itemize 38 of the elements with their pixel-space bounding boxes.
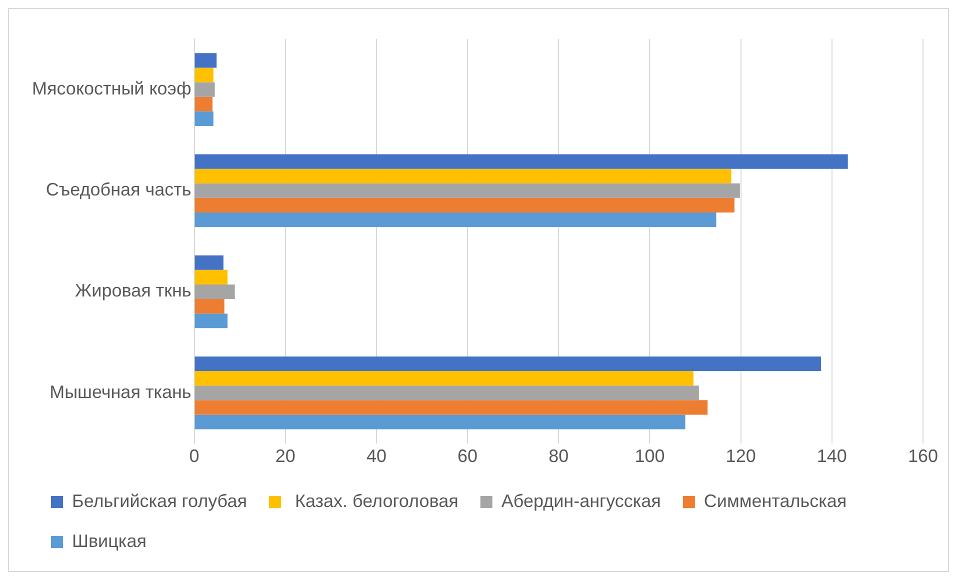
bar	[194, 255, 224, 270]
bar	[194, 284, 235, 300]
bar	[194, 183, 740, 198]
legend-label: Абердин-ангусская	[501, 490, 661, 511]
x-tick-label: 40	[366, 446, 386, 466]
y-tick-label: Жировая ткнь	[75, 280, 192, 301]
y-tick-label: Мышечная ткань	[50, 382, 192, 402]
x-tick-label: 60	[458, 446, 478, 466]
bar	[194, 212, 716, 228]
bar	[194, 82, 215, 97]
bar	[194, 299, 224, 314]
bar	[194, 198, 734, 212]
bar	[194, 96, 213, 112]
x-tick-label: 120	[726, 446, 756, 466]
x-tick-label: 100	[634, 446, 665, 466]
x-tick-label: 140	[816, 446, 847, 466]
bar	[194, 356, 821, 372]
x-tick-label: 80	[548, 446, 569, 466]
bar	[194, 270, 228, 284]
bar	[194, 386, 699, 400]
x-tick-label: 160	[908, 446, 938, 466]
bar	[194, 68, 214, 82]
bar	[194, 414, 686, 430]
legend-label: Бельгийская голубая	[72, 490, 247, 511]
bar	[194, 314, 228, 328]
bar	[194, 154, 848, 169]
bar	[194, 111, 214, 126]
legend-label: Казах. белоголовая	[290, 490, 458, 511]
x-tick-label: 0	[189, 446, 200, 466]
bar	[194, 53, 217, 68]
bar	[194, 400, 708, 415]
y-tick-label: Мясокостный коэф	[32, 78, 192, 99]
bar	[194, 371, 694, 386]
legend-label: Швицкая	[72, 530, 146, 551]
x-tick-label: 20	[275, 446, 296, 466]
y-tick-label: Съедобная часть	[46, 180, 192, 200]
legend-label: Симментальская	[704, 490, 847, 511]
bar	[194, 168, 732, 184]
